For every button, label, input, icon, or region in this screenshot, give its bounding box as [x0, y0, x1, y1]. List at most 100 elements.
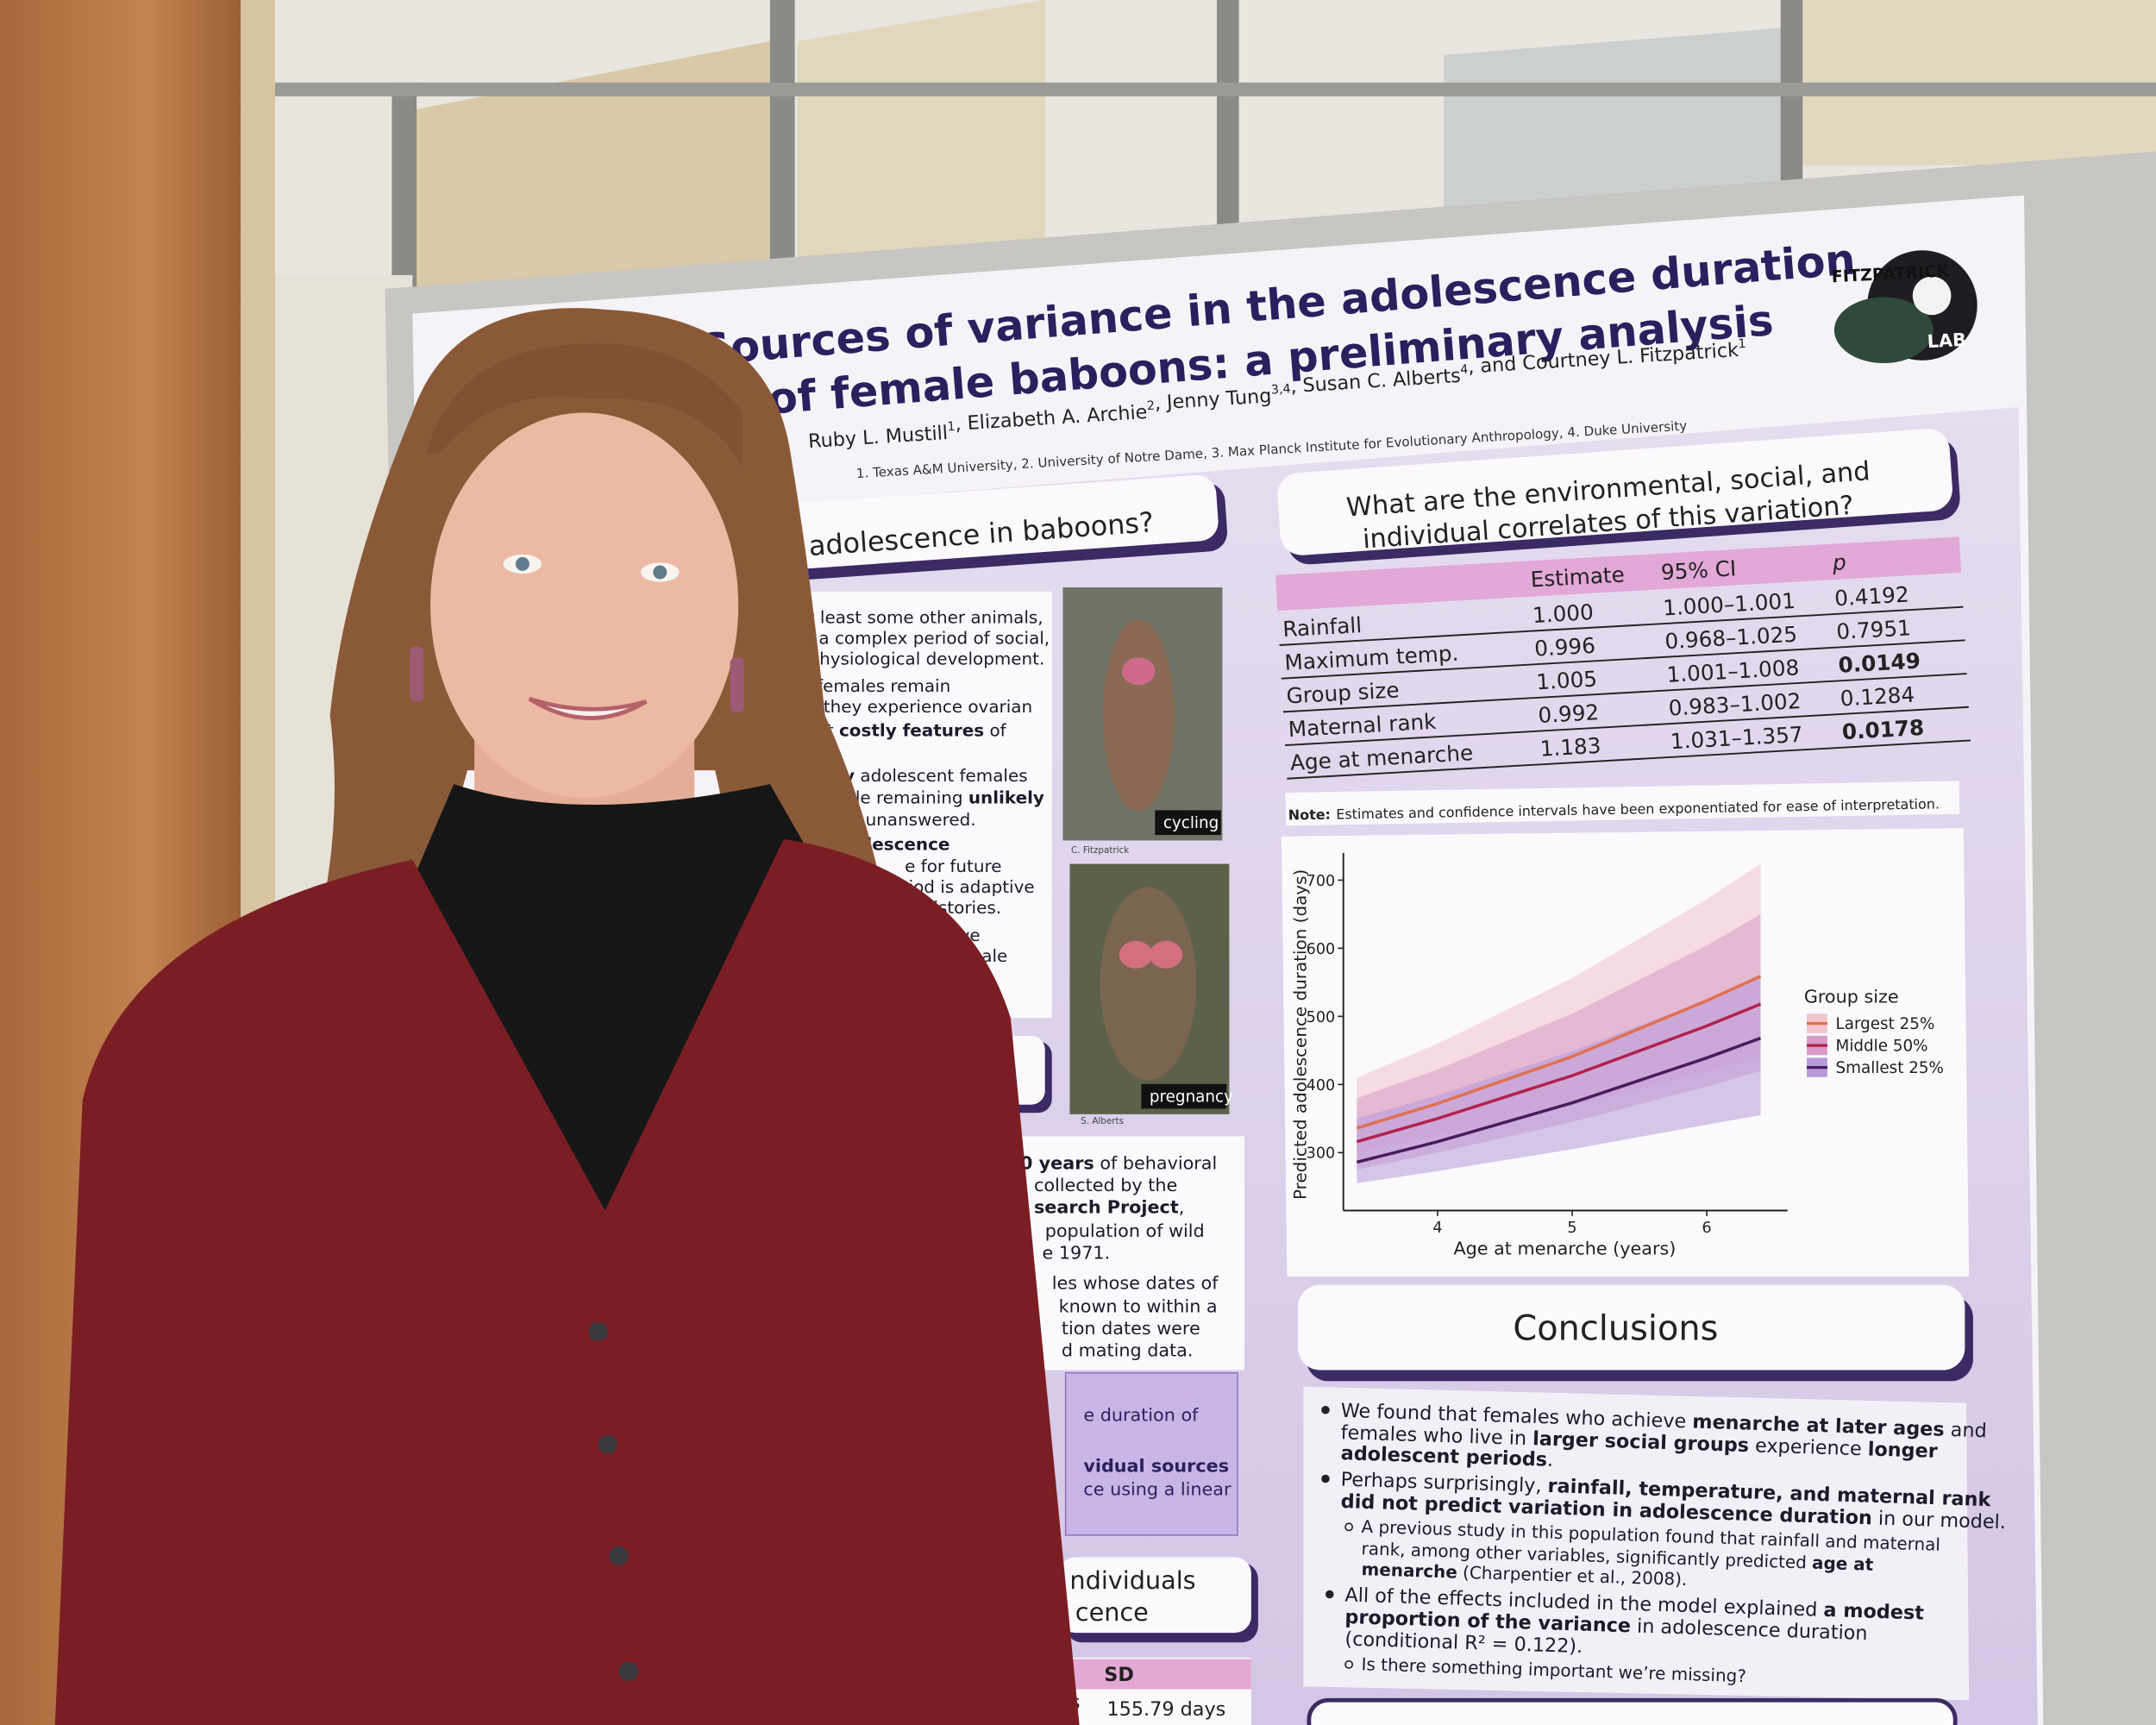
text-run: , [1179, 1197, 1185, 1218]
photo-label: pregnancy [1150, 1088, 1233, 1107]
text-run: eriod is adaptive [891, 877, 1034, 897]
table-rule [1287, 739, 1971, 780]
table-cell: 1.000 [1532, 599, 1594, 628]
text-run: e 1971. [1043, 1242, 1111, 1263]
y-tick-label: 500 [1307, 1009, 1335, 1026]
text-run: in our model. [1871, 1507, 2006, 1534]
table-cell: 0.0178 [1841, 715, 1925, 744]
y-tick-label: 600 [1307, 941, 1335, 958]
text-run: experience [1749, 1434, 1869, 1460]
text-run: age at [1812, 1553, 1874, 1575]
y-tick-label: 700 [1307, 873, 1335, 890]
table-cell: 155.79 days [1106, 1698, 1225, 1721]
y-tick-label: 400 [1307, 1077, 1335, 1095]
iris [515, 556, 530, 571]
table-header: p [1831, 549, 1846, 575]
table-header: Estimate [1530, 561, 1626, 592]
bullet [1344, 1522, 1354, 1532]
table-header-band [1275, 536, 1962, 612]
baboon [1100, 887, 1197, 1080]
text-line: e for future [905, 856, 1001, 876]
building [797, 0, 1045, 275]
text-line: tion dates were [1062, 1318, 1200, 1339]
iris [653, 565, 667, 580]
section-box [1277, 429, 1952, 555]
logo-monkey [1912, 276, 1952, 316]
section-box [1307, 1697, 1958, 1725]
table-header-band [1058, 1659, 1251, 1690]
bullet [1344, 1659, 1354, 1669]
photo-label-bg [1141, 1083, 1227, 1109]
text-run: 3,4 [1270, 382, 1291, 397]
button [609, 1546, 629, 1565]
text-line: known to within a [1059, 1296, 1218, 1317]
x-axis-label: Age at menarche (years) [1453, 1239, 1676, 1259]
text-run: t they experience ovarian [812, 697, 1032, 717]
section-box [763, 474, 1219, 571]
text-panel [1303, 1386, 1970, 1701]
bangs [426, 343, 743, 468]
text-line: e duration of [1083, 1405, 1199, 1426]
text-panel [1010, 1136, 1244, 1371]
photo-credit: S. Alberts [1081, 1116, 1124, 1126]
section-heading: cence [1075, 1597, 1149, 1627]
building [412, 41, 770, 289]
text-run: 1 [947, 420, 956, 435]
y-tick-label: 300 [1307, 1145, 1335, 1163]
trend-line [1356, 1002, 1762, 1144]
text-line: eriod is adaptive [891, 877, 1034, 897]
table-cell: 0.996 [1533, 633, 1595, 662]
x-tick-label: 5 [1567, 1220, 1576, 1237]
logo-badge [1833, 297, 1934, 364]
trend-line [1356, 1037, 1762, 1164]
text-run: 4 [1460, 363, 1469, 378]
smile [528, 696, 648, 720]
text-line: 0 years of behavioral [1020, 1153, 1217, 1174]
window-frame [274, 82, 2156, 97]
text-run: 0 years [1020, 1153, 1094, 1174]
row-label: Rainfall [1282, 612, 1363, 642]
table-cell: 0.7951 [1836, 615, 1912, 644]
text-line: females remain [817, 676, 950, 696]
text-line: d mating data. [1062, 1340, 1194, 1361]
text-line: collected by the [1034, 1175, 1177, 1195]
text-line: vidual sources [1083, 1456, 1229, 1477]
text-run: unlikely [968, 787, 1044, 807]
table-rule [1279, 605, 1964, 646]
text-run: s a complex period of social, [805, 628, 1050, 648]
button [598, 1434, 617, 1454]
text-run: of [984, 720, 1007, 740]
building [1444, 27, 1788, 221]
table-rule [1282, 673, 1967, 713]
legend-label: Smallest 25% [1836, 1059, 1944, 1077]
x-tick-label: 6 [1702, 1220, 1711, 1237]
text-run: longer [1867, 1438, 1938, 1463]
turtleneck [412, 784, 825, 1211]
table-cell: 0.1284 [1839, 682, 1915, 712]
text-line: ce using a linear [1083, 1479, 1232, 1500]
baboon [1122, 657, 1156, 686]
table-cell: 1.005 [1536, 666, 1598, 694]
baboon [1102, 618, 1175, 812]
text-line: d at least some other animals, [781, 607, 1044, 627]
table-cell: 0.0149 [1838, 648, 1921, 677]
window-mullion [769, 0, 795, 289]
photo-credit: C. Fitzpatrick [1071, 845, 1129, 856]
bullet [1321, 1474, 1330, 1484]
table-cell: 1.183 [1539, 733, 1601, 762]
trend-line [1356, 975, 1762, 1130]
text-run: known to within a [1059, 1296, 1218, 1317]
text-run: physiological development. [809, 649, 1045, 668]
text-run: search Project [1034, 1197, 1179, 1218]
baboon [1149, 940, 1183, 969]
text-line: s a complex period of social, [805, 628, 1050, 648]
text-run: costly features [839, 720, 984, 740]
table-header: SD [1104, 1664, 1134, 1686]
earring [730, 657, 744, 713]
text-run: d mating data. [1062, 1340, 1194, 1361]
text-run: vidual sources [1083, 1456, 1229, 1477]
photo-label-bg [1155, 810, 1221, 836]
